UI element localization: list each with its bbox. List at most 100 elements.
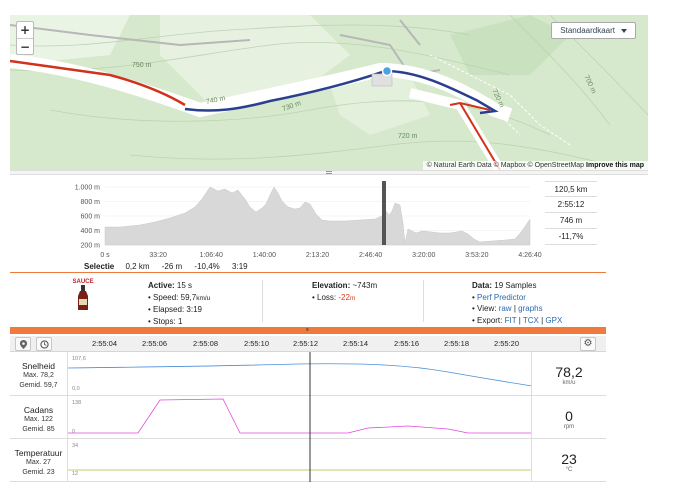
- map-layer-label: Standaardkaart: [560, 26, 615, 35]
- elevation-title: Elevation:: [312, 281, 351, 290]
- map-pin-button[interactable]: [15, 337, 31, 351]
- zoom-in-button[interactable]: +: [19, 23, 31, 37]
- elapsed-label: Elapsed:: [153, 305, 185, 314]
- zoom-out-button[interactable]: −: [17, 38, 33, 54]
- contour-label-720-lower: 720 m: [398, 133, 418, 140]
- map-canvas[interactable]: [10, 15, 648, 170]
- cadence-plot: [68, 396, 532, 439]
- view-raw-link[interactable]: raw: [498, 304, 512, 313]
- temperature-chart[interactable]: 34 12: [68, 439, 532, 482]
- perf-predictor-link[interactable]: Perf Predictor: [477, 292, 526, 302]
- sauce-logo[interactable]: SAUCE: [68, 279, 98, 313]
- elevation-y-tick: 600 m: [81, 214, 101, 221]
- elapsed-value: 3:19: [186, 305, 202, 314]
- stops-row: Stops: 1: [148, 316, 210, 328]
- speed-label-cell: Snelheid Max. 78,2 Gemid. 59,7: [10, 352, 68, 395]
- export-label: Export:: [477, 315, 503, 325]
- export-gpx-link[interactable]: GPX: [545, 315, 563, 325]
- speed-row: Speed: 59,7km/u: [148, 292, 210, 305]
- elevation-chart[interactable]: 1.000 m 800 m 600 m 400 m 200 m 0 s 33:20 1:06…: [60, 181, 550, 271]
- view-graphs-link[interactable]: graphs: [518, 304, 543, 313]
- temperature-plot: [68, 439, 532, 482]
- cadence-chart[interactable]: 138 0: [68, 396, 532, 439]
- active-title-row: Active: 15 s: [148, 280, 210, 292]
- selection-time: 3:19: [232, 262, 248, 271]
- cadence-current: 0: [565, 408, 573, 424]
- active-summary: Active: 15 s Speed: 59,7km/u Elapsed: 3:…: [148, 280, 210, 327]
- speed-series-line: [68, 363, 532, 387]
- export-row: Export: FIT | TCX | GPX: [472, 315, 562, 327]
- elevation-summary: Elevation: ~743m Loss: -22 m: [312, 280, 377, 304]
- speed-row-panel: Snelheid Max. 78,2 Gemid. 59,7 107,6 0,0…: [10, 352, 606, 396]
- export-fit-link[interactable]: FIT: [504, 315, 517, 325]
- elevation-stats: 120,5 km 2:55:12 746 m -11,7%: [545, 181, 597, 245]
- elevation-y-tick: 200 m: [81, 243, 101, 250]
- selection-distance: 0,2 km: [125, 262, 150, 271]
- divider: [10, 272, 606, 273]
- timeline-tick: 2:55:10: [244, 339, 270, 348]
- cadence-ymin: 0: [72, 429, 76, 435]
- elapsed-row: Elapsed: 3:19: [148, 304, 210, 316]
- sauce-bottle-icon: [78, 285, 88, 310]
- gear-icon: ⚙: [583, 338, 593, 349]
- view-label: View:: [477, 304, 497, 313]
- settings-button[interactable]: ⚙: [580, 337, 596, 351]
- cadence-value-cell: 0 rpm: [531, 396, 606, 438]
- loss-label: Loss:: [317, 292, 337, 302]
- chevron-down-icon: [621, 28, 627, 33]
- speed-ymin: 0,0: [72, 386, 80, 392]
- stat-grade: -11,7%: [545, 229, 597, 245]
- elevation-x-tick: 33:20: [149, 252, 167, 259]
- stat-elevation: 746 m: [545, 213, 597, 229]
- stops-value: 1: [177, 316, 183, 326]
- sauce-label: SAUCE: [72, 279, 94, 285]
- temperature-label-cell: Temperatuur Max. 27 Gemid. 23: [10, 439, 68, 481]
- speed-ymax: 107,6: [72, 356, 86, 362]
- info-divider: [262, 280, 263, 322]
- stat-distance: 120,5 km: [545, 181, 597, 197]
- zoom-control: + −: [16, 21, 34, 55]
- route-map[interactable]: 750 m 740 m 730 m 720 m 700 m 720 m + − …: [10, 15, 648, 170]
- elevation-y-tick: 800 m: [81, 199, 101, 206]
- speed-chart[interactable]: 107,6 0,0: [68, 352, 532, 396]
- speed-unit: km/u: [196, 294, 211, 302]
- map-layer-select[interactable]: Standaardkaart: [551, 22, 636, 39]
- perf-row: Perf Predictor: [472, 292, 562, 304]
- temperature-unit: °C: [565, 467, 573, 473]
- elevation-title-row: Elevation: ~743m: [312, 280, 377, 292]
- elevation-unit: m: [370, 281, 378, 290]
- selection-label: Selectie: [84, 262, 115, 271]
- improve-map-link[interactable]: Improve this map: [586, 162, 644, 169]
- elevation-area: [104, 186, 531, 246]
- stops-label: Stops:: [153, 316, 176, 326]
- clock-button[interactable]: [36, 337, 52, 351]
- loss-value: -22: [338, 292, 350, 302]
- elevation-value: ~743: [352, 281, 371, 290]
- elevation-selection[interactable]: [382, 181, 386, 245]
- data-summary: Data: 19 Samples Perf Predictor View: ra…: [472, 280, 562, 326]
- map-resize-handle[interactable]: [10, 170, 648, 175]
- map-attribution: © Natural Earth Data © Mapbox © OpenStre…: [422, 161, 648, 170]
- temperature-name: Temperatuur: [14, 448, 63, 458]
- speed-avg: Gemid. 59,7: [19, 382, 58, 389]
- info-divider: [423, 280, 424, 322]
- elevation-y-tick: 1.000 m: [75, 185, 100, 192]
- data-value: 19 Samples: [494, 281, 537, 290]
- panel-resize-handle[interactable]: ≡: [10, 327, 606, 334]
- timeline-header: 2:55:04 2:55:06 2:55:08 2:55:10 2:55:12 …: [10, 336, 606, 352]
- cadence-max: Max. 122: [24, 416, 53, 423]
- attribution-text[interactable]: © Natural Earth Data © Mapbox © OpenStre…: [426, 162, 585, 169]
- data-title-row: Data: 19 Samples: [472, 280, 562, 292]
- view-row: View: raw | graphs: [472, 303, 562, 315]
- elevation-x-tick: 1:06:40: [200, 252, 223, 259]
- elevation-y-tick: 400 m: [81, 228, 101, 235]
- selection-summary: Selectie 0,2 km -26 m -10,4% 3:19: [84, 262, 258, 271]
- timeline-tick: 2:55:04: [92, 339, 118, 348]
- export-tcx-link[interactable]: TCX: [522, 315, 539, 325]
- cadence-series-line: [68, 398, 532, 434]
- selection-grade: -10,4%: [194, 262, 220, 271]
- temperature-row-panel: Temperatuur Max. 27 Gemid. 23 34 12 23 °…: [10, 439, 606, 482]
- elevation-x-tick: 0 s: [100, 252, 110, 259]
- temperature-ymax: 34: [72, 443, 79, 449]
- map-pin-icon: [19, 340, 28, 349]
